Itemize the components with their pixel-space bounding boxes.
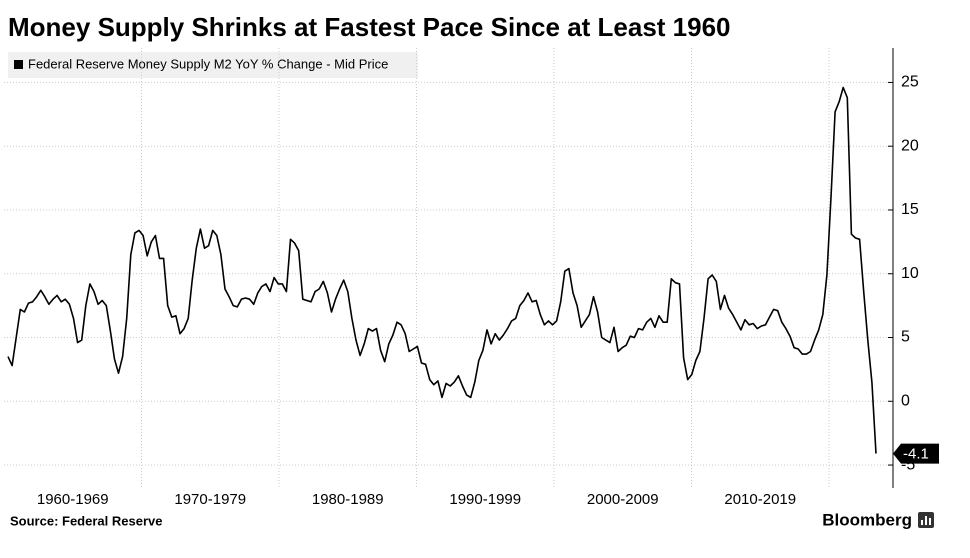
x-band-label: 2010-2019 (724, 491, 796, 508)
last-value-tag (893, 443, 939, 464)
y-tick-label: 10 (901, 265, 919, 282)
y-tick-label: 15 (901, 201, 919, 218)
x-band-label: 1960-1969 (37, 491, 109, 508)
x-band-label: 2000-2009 (587, 491, 659, 508)
x-band-label: 1990-1999 (449, 491, 521, 508)
source: Source: Federal Reserve (10, 513, 162, 528)
x-band-label: 1970-1979 (174, 491, 246, 508)
chart-title: Money Supply Shrinks at Fastest Pace Sin… (8, 12, 731, 42)
last-value-label: -4.1 (903, 446, 929, 463)
brand: Bloomberg (822, 510, 912, 529)
legend-swatch (14, 60, 23, 69)
legend-label: Federal Reserve Money Supply M2 YoY % Ch… (28, 56, 388, 71)
y-tick-label: 20 (901, 137, 919, 154)
y-tick-label: 0 (901, 392, 910, 409)
x-band-label: 1980-1989 (312, 491, 384, 508)
y-tick-label: 25 (901, 74, 919, 91)
brand-icon (918, 512, 934, 528)
y-tick-label: 5 (901, 329, 910, 346)
line (7, 86, 877, 454)
legend-box (8, 52, 418, 78)
